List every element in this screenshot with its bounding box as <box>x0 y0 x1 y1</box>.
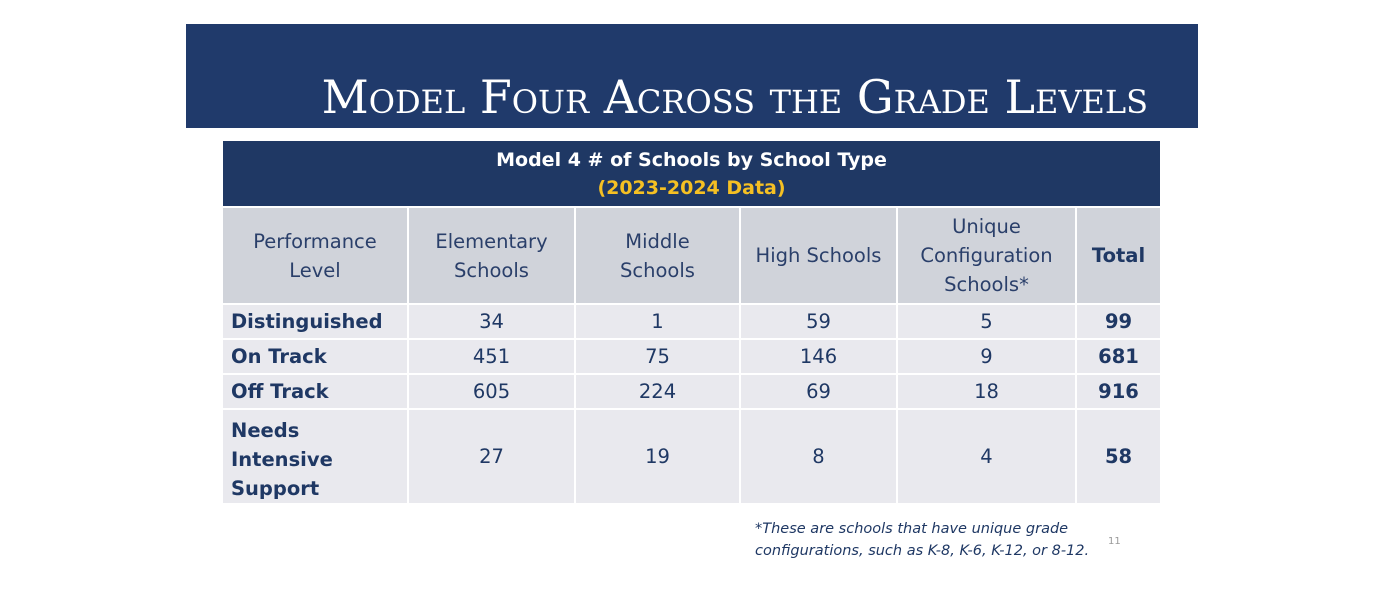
table-caption: Model 4 # of Schools by School Type <box>496 148 887 171</box>
header-line: Performance <box>253 229 377 253</box>
table-caption-cell: Model 4 # of Schools by School Type (202… <box>223 141 1161 207</box>
table-row-off-track: Off Track 605 224 69 18 916 <box>223 373 1161 409</box>
table-subcaption: (2023-2024 Data) <box>597 176 786 199</box>
header-middle-schools: Middle Schools <box>575 206 741 304</box>
schools-by-type-table: Model 4 # of Schools by School Type (202… <box>223 141 1161 503</box>
cell-middle: 224 <box>575 373 741 409</box>
header-performance-level: Performance Level <box>223 206 409 304</box>
cell-elementary: 605 <box>408 373 576 409</box>
slide-title: Model Four Across the Grade Levels <box>321 70 1148 124</box>
header-total: Total <box>1076 206 1161 304</box>
header-line: Schools <box>620 258 695 282</box>
table-row-distinguished: Distinguished 34 1 59 5 99 <box>223 303 1161 339</box>
cell-high: 8 <box>740 408 898 503</box>
cell-total: 99 <box>1076 303 1161 339</box>
header-line: Elementary <box>435 229 548 253</box>
cell-unique: 5 <box>897 303 1077 339</box>
cell-total: 916 <box>1076 373 1161 409</box>
table-row-on-track: On Track 451 75 146 9 681 <box>223 338 1161 374</box>
footnote-line: *These are schools that have unique grad… <box>755 521 1069 537</box>
header-line: Unique <box>952 215 1021 238</box>
header-unique-configuration-schools: Unique Configuration Schools* <box>897 206 1077 304</box>
cell-unique: 4 <box>897 408 1077 503</box>
header-line: Configuration <box>920 244 1053 267</box>
cell-unique: 18 <box>897 373 1077 409</box>
cell-unique: 9 <box>897 338 1077 374</box>
table-row-needs-intensive-support: Needs Intensive Support 27 19 8 4 58 <box>223 408 1161 503</box>
cell-middle: 19 <box>575 408 741 503</box>
header-line: Schools* <box>944 273 1029 296</box>
footnote-line: configurations, such as K-8, K-6, K-12, … <box>755 543 1090 559</box>
table-caption-row: Model 4 # of Schools by School Type (202… <box>223 141 1161 207</box>
cell-total: 681 <box>1076 338 1161 374</box>
cell-elementary: 27 <box>408 408 576 503</box>
row-label: Distinguished <box>223 303 409 339</box>
header-line: Level <box>289 258 341 282</box>
cell-total: 58 <box>1076 408 1161 503</box>
cell-high: 69 <box>740 373 898 409</box>
row-label: Needs Intensive Support <box>223 408 409 503</box>
cell-elementary: 451 <box>408 338 576 374</box>
header-line: Total <box>1091 244 1146 267</box>
slide-title-banner: Model Four Across the Grade Levels <box>186 24 1198 128</box>
header-line: Schools <box>454 258 529 282</box>
table-footnote: *These are schools that have unique grad… <box>755 518 1135 562</box>
cell-elementary: 34 <box>408 303 576 339</box>
header-elementary-schools: Elementary Schools <box>408 206 576 304</box>
row-label: Off Track <box>223 373 409 409</box>
table-header-row: Performance Level Elementary Schools Mid… <box>223 206 1161 304</box>
cell-middle: 1 <box>575 303 741 339</box>
cell-high: 59 <box>740 303 898 339</box>
header-line: High Schools <box>755 244 882 267</box>
cell-middle: 75 <box>575 338 741 374</box>
row-label: On Track <box>223 338 409 374</box>
header-high-schools: High Schools <box>740 206 898 304</box>
cell-high: 146 <box>740 338 898 374</box>
page-number: 11 <box>1108 536 1121 547</box>
header-line: Middle <box>625 229 690 253</box>
